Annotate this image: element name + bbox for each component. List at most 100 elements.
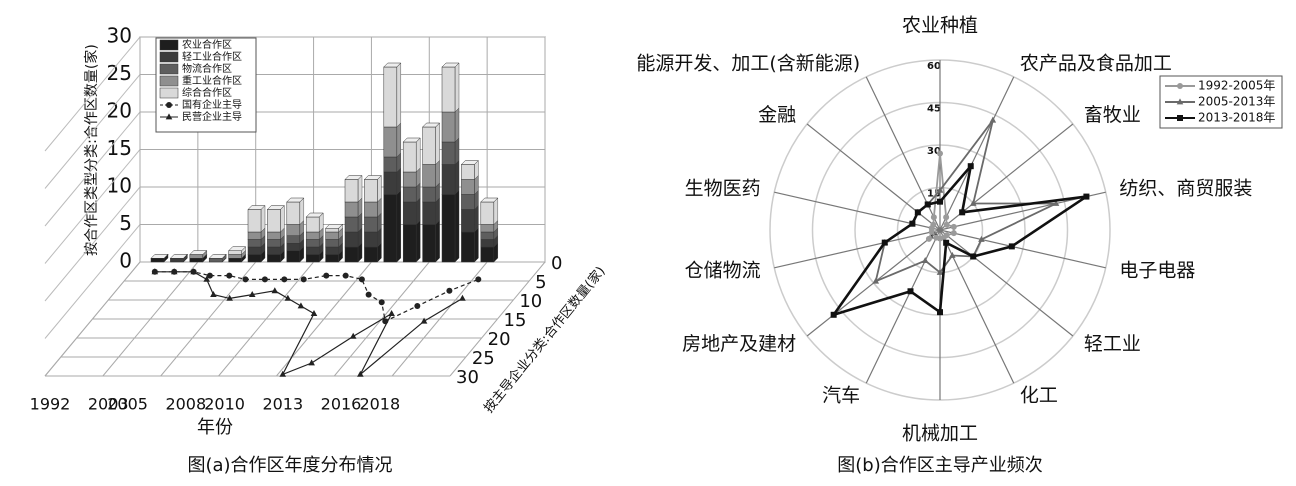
legend-swatch (159, 63, 179, 75)
floor-marker (378, 299, 385, 306)
radar-marker (937, 150, 943, 157)
bar-side (435, 197, 440, 225)
category-label: 农业种植 (902, 15, 978, 37)
caption-b: 图(b)合作区主导产业频次 (837, 455, 1042, 476)
bar (325, 228, 339, 233)
radar-marker (989, 116, 997, 123)
bar (441, 194, 456, 263)
radar-marker (909, 220, 916, 227)
bar-side (377, 175, 382, 203)
r-tick-label: 15 (927, 189, 941, 200)
floor-marker (323, 272, 330, 279)
floor-marker (349, 332, 357, 339)
bar (325, 254, 339, 263)
grid-line (44, 74, 141, 189)
x-tick-label: 2010 (204, 395, 245, 414)
radar-marker (967, 163, 974, 170)
y-tick-label: 0 (119, 249, 132, 273)
bar (286, 243, 301, 251)
y-tick-label: 10 (107, 174, 132, 198)
bar-top (344, 175, 363, 180)
x-tick-label: 2013 (262, 395, 303, 414)
spoke (939, 229, 1106, 269)
bar (422, 126, 436, 165)
legend-label: 物流合作区 (182, 62, 232, 75)
bar (189, 254, 204, 259)
bar (305, 254, 320, 263)
bar (344, 179, 359, 203)
bar-top (324, 224, 344, 229)
y-tick-label: 15 (107, 136, 132, 160)
bar (383, 171, 398, 195)
radar-marker (936, 268, 944, 275)
floor-marker (420, 317, 428, 324)
bar-side (454, 137, 460, 165)
bar (461, 231, 475, 263)
caption-a: 图(a)合作区年度分布情况 (187, 455, 392, 476)
bar (422, 201, 436, 225)
floor-line (154, 271, 479, 323)
bar (286, 235, 301, 244)
category-label: 汽车 (822, 384, 860, 406)
legend-swatch (159, 51, 179, 63)
radar-marker (921, 257, 929, 264)
bar-side (416, 197, 421, 225)
category-label: 仓储物流 (685, 259, 761, 281)
floor-marker (248, 291, 256, 297)
bar (461, 179, 475, 195)
legend-label: 民营企业主导 (182, 110, 242, 123)
x-tick-label: 2008 (165, 395, 206, 414)
bar (461, 209, 475, 233)
category-label: 房地产及建材 (682, 333, 796, 355)
y-tick-label: 20 (107, 99, 132, 123)
floor-grid (102, 261, 199, 377)
floor-marker (203, 275, 210, 282)
z-tick-label: 30 (456, 367, 479, 388)
bar (305, 231, 320, 240)
y-tick-label: 5 (119, 211, 132, 235)
z-tick-label: 5 (535, 272, 546, 293)
x-tick-label: 2003 (88, 395, 129, 414)
floor-marker (308, 359, 315, 366)
x-tick-label: 2018 (359, 395, 400, 414)
bar (228, 254, 242, 259)
bar-side (435, 160, 440, 188)
bar (247, 231, 262, 240)
bar (422, 164, 436, 188)
radar-marker (924, 201, 931, 208)
category-label: 农产品及食品加工 (1020, 53, 1172, 75)
legend-label: 农业合作区 (182, 38, 232, 51)
legend-label: 1992-2005年 (1198, 79, 1275, 93)
floor-marker (206, 272, 213, 279)
legend-label: 轻工业合作区 (182, 50, 242, 63)
bar (344, 246, 359, 263)
bar (267, 246, 281, 255)
category-label: 畜牧业 (1084, 104, 1141, 126)
floor-marker (226, 294, 233, 301)
category-label: 电子电器 (1119, 259, 1195, 281)
bar (150, 258, 165, 263)
bar-side (280, 205, 285, 233)
category-label: 金融 (758, 104, 796, 126)
bar (402, 186, 417, 203)
floor-marker (459, 294, 466, 301)
radar-marker (943, 214, 950, 221)
bar-side (260, 205, 266, 233)
bar (267, 231, 281, 240)
bar (383, 194, 398, 263)
radar-marker (1083, 193, 1090, 200)
radar-marker (930, 221, 937, 228)
legend-label: 2005-2013年 (1198, 95, 1275, 109)
radar-marker (881, 239, 888, 246)
bar (344, 231, 359, 248)
spoke (939, 229, 1074, 337)
bar (480, 246, 495, 263)
r-tick-label: 30 (927, 146, 941, 157)
bar (247, 209, 262, 233)
bar (364, 179, 378, 203)
bar-side (474, 205, 479, 233)
bar (228, 250, 242, 255)
floor-marker (300, 276, 307, 283)
category-label: 轻工业 (1084, 333, 1141, 355)
